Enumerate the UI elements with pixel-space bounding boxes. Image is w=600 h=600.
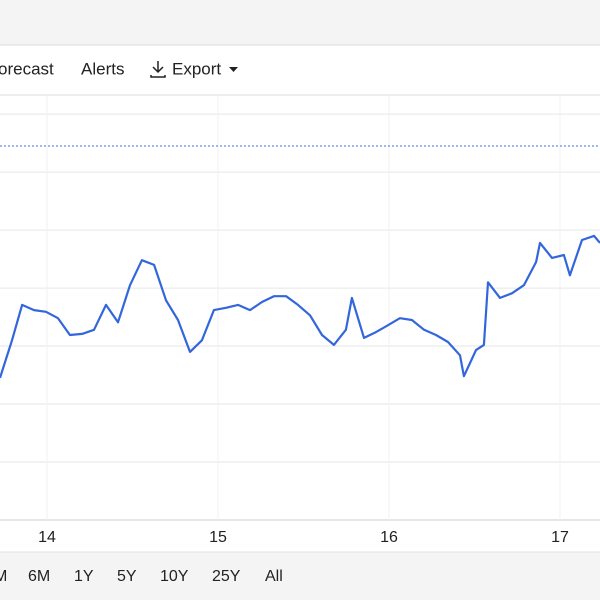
download-icon xyxy=(150,61,166,78)
range-button[interactable]: M xyxy=(0,568,7,585)
caret xyxy=(229,67,238,72)
range-button[interactable]: 25Y xyxy=(212,568,241,585)
range-button[interactable]: 1Y xyxy=(74,568,94,585)
range-button[interactable]: 5Y xyxy=(117,568,137,585)
toolbar xyxy=(0,45,600,95)
range-button[interactable]: 10Y xyxy=(160,568,189,585)
toolbar-item[interactable]: Alerts xyxy=(81,59,124,78)
range-button[interactable]: All xyxy=(265,568,283,585)
toolbar-item[interactable]: orecast xyxy=(0,59,54,78)
range-bar xyxy=(0,552,600,600)
top-bar xyxy=(0,0,600,45)
x-tick-label: 16 xyxy=(380,529,398,546)
x-tick-label: 14 xyxy=(38,529,56,546)
x-tick-label: 17 xyxy=(551,529,569,546)
price-line xyxy=(0,234,600,379)
range-button[interactable]: 6M xyxy=(28,568,50,585)
toolbar-item[interactable]: Export xyxy=(172,59,221,78)
x-tick-label: 15 xyxy=(209,529,227,546)
